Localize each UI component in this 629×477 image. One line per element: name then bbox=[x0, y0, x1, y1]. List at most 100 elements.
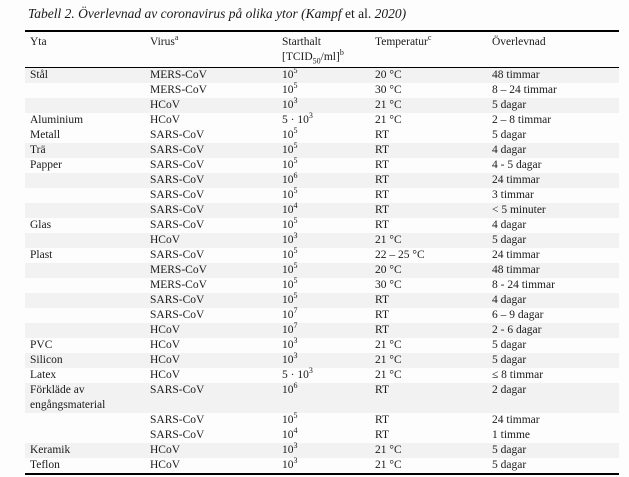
exponent: 3 bbox=[293, 231, 298, 241]
exponent: 3 bbox=[293, 441, 298, 451]
footnote-marker-c: c bbox=[427, 33, 432, 43]
cell-overlevnad: 4 dagar bbox=[492, 219, 527, 231]
cell-yta bbox=[25, 83, 145, 98]
caption-etal: et al. bbox=[344, 6, 375, 21]
table-row: SARS-CoV 105 RT 24 timmar bbox=[25, 411, 619, 428]
cell-starthalt: 105 bbox=[282, 216, 298, 231]
cell-temperatur: 21 °C bbox=[375, 234, 402, 246]
cell-yta: Aluminium bbox=[30, 114, 84, 126]
cell-temperatur: RT bbox=[375, 429, 390, 441]
cell-virus: MERS-CoV bbox=[150, 84, 207, 96]
cell-virus: SARS-CoV bbox=[150, 249, 205, 261]
cell-virus: SARS-CoV bbox=[150, 144, 205, 156]
exponent: 5 bbox=[293, 216, 298, 226]
cell-temperatur: RT bbox=[375, 309, 390, 321]
exponent: 5 bbox=[293, 66, 298, 76]
cell-virus: SARS-CoV bbox=[150, 414, 205, 426]
table-row: Förkläde av engångsmaterial SARS-CoV 106… bbox=[25, 382, 619, 413]
cell-temperatur: RT bbox=[375, 159, 390, 171]
cell-yta bbox=[25, 278, 145, 293]
exponent: 3 bbox=[293, 96, 298, 106]
cell-overlevnad: 5 dagar bbox=[492, 234, 527, 246]
cell-temperatur: RT bbox=[375, 219, 390, 231]
cell-temperatur: RT bbox=[375, 174, 390, 186]
cell-yta bbox=[25, 263, 145, 278]
cell-virus: HCoV bbox=[150, 459, 181, 471]
table-header-row: Yta Virusa Starthalt [TCID50/ml]b Temper… bbox=[25, 30, 619, 68]
cell-starthalt: 105 bbox=[282, 141, 298, 156]
cell-starthalt: 5 · 103 bbox=[282, 111, 313, 126]
cell-yta bbox=[25, 173, 145, 188]
exponent: 5 bbox=[293, 156, 298, 166]
exponent: 5 bbox=[293, 246, 298, 256]
cell-starthalt: 106 bbox=[282, 171, 298, 186]
cell-temperatur: 22 – 25 °C bbox=[375, 249, 425, 261]
cell-starthalt: 105 bbox=[282, 246, 298, 261]
cell-starthalt: 107 bbox=[282, 306, 298, 321]
table-row: SARS-CoV 104 RT < 5 minuter bbox=[25, 202, 619, 218]
exponent: 5 bbox=[293, 141, 298, 151]
cell-starthalt: 105 bbox=[282, 81, 298, 96]
cell-overlevnad: 2 - 6 dagar bbox=[492, 324, 542, 336]
cell-yta: Stål bbox=[30, 69, 48, 81]
footnote-marker-a: a bbox=[174, 33, 179, 43]
table-row: PVC HCoV 103 21 °C 5 dagar bbox=[25, 336, 619, 353]
exponent: 5 bbox=[293, 81, 298, 91]
table-row: SARS-CoV 105 RT 3 timmar bbox=[25, 187, 619, 203]
cell-yta bbox=[25, 188, 145, 203]
cell-starthalt: 103 bbox=[282, 351, 298, 366]
exponent: 3 bbox=[293, 336, 298, 346]
cell-temperatur: 21 °C bbox=[375, 339, 402, 351]
cell-overlevnad: < 5 minuter bbox=[492, 204, 546, 216]
cell-yta: PVC bbox=[30, 339, 53, 351]
table-row: MERS-CoV 105 30 °C 8 – 24 timmar bbox=[25, 81, 619, 98]
exponent: 3 bbox=[308, 366, 313, 376]
exponent: 5 bbox=[293, 411, 298, 421]
cell-yta bbox=[25, 293, 145, 308]
cell-overlevnad: 5 dagar bbox=[492, 99, 527, 111]
cell-virus: HCoV bbox=[150, 444, 181, 456]
cell-virus: HCoV bbox=[150, 369, 181, 381]
cell-virus: SARS-CoV bbox=[150, 129, 205, 141]
cell-virus: MERS-CoV bbox=[150, 279, 207, 291]
cell-temperatur: 21 °C bbox=[375, 369, 402, 381]
cell-overlevnad: 2 – 8 timmar bbox=[492, 114, 552, 126]
cell-starthalt: 104 bbox=[282, 426, 298, 441]
exponent: 3 bbox=[308, 111, 313, 121]
cell-virus: SARS-CoV bbox=[150, 309, 205, 321]
table-row: Glas SARS-CoV 105 RT 4 dagar bbox=[25, 216, 619, 233]
cell-virus: HCoV bbox=[150, 234, 181, 246]
exponent: 3 bbox=[293, 351, 298, 361]
cell-starthalt: 107 bbox=[282, 321, 298, 336]
cell-temperatur: 21 °C bbox=[375, 444, 402, 456]
table-row: Metall SARS-CoV 105 RT 5 dagar bbox=[25, 127, 619, 143]
exponent: 3 bbox=[293, 456, 298, 466]
cell-starthalt: 105 bbox=[282, 276, 298, 291]
cell-yta bbox=[25, 413, 145, 428]
cell-starthalt: 105 bbox=[282, 156, 298, 171]
header-starthalt: Starthalt [TCID50/ml]b bbox=[282, 36, 344, 66]
table-body: Stål MERS-CoV 105 20 °C 48 timmar MERS-C… bbox=[25, 66, 619, 475]
cell-virus: SARS-CoV bbox=[150, 174, 205, 186]
exponent: 5 bbox=[293, 261, 298, 271]
cell-temperatur: 21 °C bbox=[375, 114, 402, 126]
exponent: 7 bbox=[293, 321, 298, 331]
cell-starthalt: 105 bbox=[282, 261, 298, 276]
table-row: Stål MERS-CoV 105 20 °C 48 timmar bbox=[25, 66, 619, 83]
cell-yta bbox=[25, 308, 145, 323]
cell-temperatur: RT bbox=[375, 144, 390, 156]
cell-starthalt: 105 bbox=[282, 66, 298, 81]
cell-virus: HCoV bbox=[150, 354, 181, 366]
exponent: 6 bbox=[293, 171, 298, 181]
cell-overlevnad: 2 dagar bbox=[492, 384, 527, 396]
cell-yta: Teflon bbox=[30, 459, 60, 471]
cell-starthalt: 105 bbox=[282, 291, 298, 306]
caption-year-italic: 2020) bbox=[374, 6, 407, 21]
cell-virus: SARS-CoV bbox=[150, 159, 205, 171]
cell-virus: SARS-CoV bbox=[150, 384, 205, 396]
cell-overlevnad: 4 dagar bbox=[492, 294, 527, 306]
table-row: Plast SARS-CoV 105 22 – 25 °C 24 timmar bbox=[25, 246, 619, 263]
caption-text-italic: Tabell 2. Överlevnad av coronavirus på o… bbox=[28, 6, 345, 21]
cell-starthalt: 5 · 103 bbox=[282, 366, 313, 381]
